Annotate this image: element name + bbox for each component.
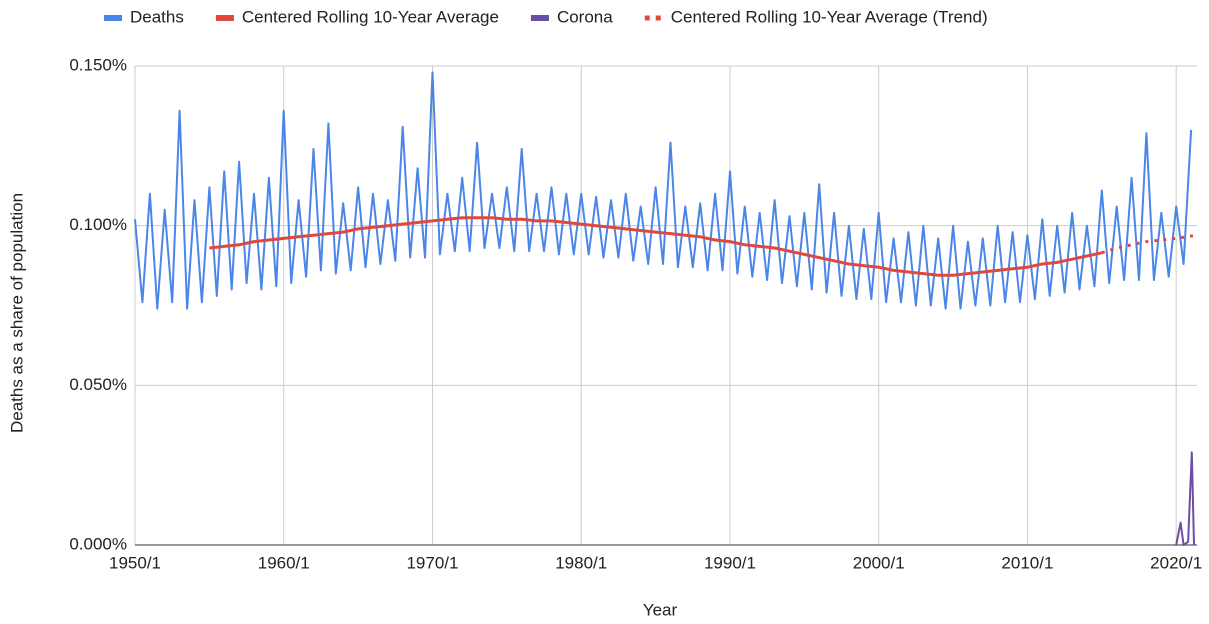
x-tick-label: 2000/1	[853, 553, 905, 572]
series-line	[209, 216, 1103, 277]
legend-swatch	[215, 15, 234, 21]
y-tick-label: 0.150%	[69, 55, 127, 74]
series-line	[134, 71, 1193, 310]
y-tick-label: 0.100%	[69, 215, 127, 234]
x-tick-label: 2020/1	[1150, 553, 1202, 572]
legend-label: Deaths	[130, 7, 184, 26]
y-tick-label: 0.000%	[69, 534, 127, 553]
legend-label: Centered Rolling 10-Year Average (Trend)	[671, 7, 988, 26]
series-line	[1175, 451, 1195, 546]
x-tick-label: 1970/1	[406, 553, 458, 572]
series-line	[1101, 233, 1198, 255]
legend-swatch	[104, 15, 122, 21]
y-axis-label: Deaths as a share of population	[7, 193, 26, 433]
x-tick-label: 2010/1	[1001, 553, 1053, 572]
x-tick-label: 1980/1	[555, 553, 607, 572]
x-axis-label: Year	[643, 600, 678, 619]
legend-swatch	[530, 15, 549, 21]
x-tick-label: 1960/1	[258, 553, 310, 572]
y-tick-label: 0.050%	[69, 375, 127, 394]
legend-label: Centered Rolling 10-Year Average	[242, 7, 499, 26]
x-tick-label: 1990/1	[704, 553, 756, 572]
x-tick-label: 1950/1	[109, 553, 161, 572]
legend-label: Corona	[557, 7, 613, 26]
